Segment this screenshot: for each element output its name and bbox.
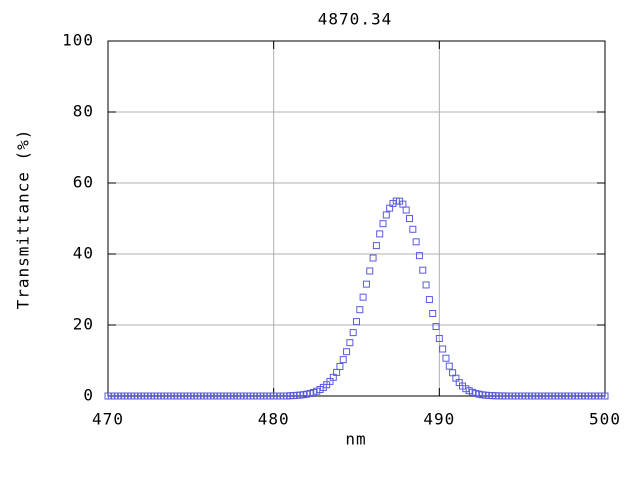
data-point: [419, 266, 427, 274]
x-tick-label: 470: [92, 410, 124, 429]
x-tick-label: 480: [258, 410, 290, 429]
data-point: [346, 339, 354, 347]
data-point: [336, 362, 344, 370]
y-tick-label: 80: [73, 102, 94, 121]
data-point: [422, 281, 430, 289]
data-point: [415, 252, 423, 260]
data-point: [432, 323, 440, 331]
data-point: [379, 220, 387, 228]
data-point: [406, 215, 414, 223]
data-point: [425, 296, 433, 304]
data-point: [339, 356, 347, 364]
y-tick-label: 100: [62, 31, 94, 50]
data-point: [435, 334, 443, 342]
data-point: [366, 267, 374, 275]
data-point: [409, 225, 417, 233]
data-point: [353, 318, 360, 326]
data-point: [376, 230, 384, 238]
data-point: [369, 254, 377, 262]
data-point: [429, 309, 437, 317]
data-point: [343, 348, 351, 356]
x-axis-label: nm: [345, 430, 366, 449]
data-point: [402, 206, 410, 214]
x-tick-label: 490: [423, 410, 455, 429]
y-axis-label: Transmittance (%): [14, 129, 33, 310]
y-tick-label: 40: [73, 244, 94, 263]
data-point: [412, 238, 420, 246]
data-point: [442, 354, 450, 362]
data-point: [601, 392, 609, 400]
data-point: [445, 362, 453, 370]
y-tick-label: 20: [73, 315, 94, 334]
data-point: [372, 242, 380, 250]
data-point: [356, 306, 364, 314]
chart-title: 4870.34: [318, 10, 392, 29]
data-point: [359, 293, 367, 301]
data-point: [382, 211, 390, 219]
y-tick-label: 0: [83, 386, 94, 405]
data-point: [439, 345, 447, 353]
x-tick-label: 500: [589, 410, 621, 429]
data-point: [362, 280, 370, 288]
plot-frame: [107, 40, 606, 397]
data-point: [349, 329, 357, 337]
y-tick-label: 60: [73, 173, 94, 192]
